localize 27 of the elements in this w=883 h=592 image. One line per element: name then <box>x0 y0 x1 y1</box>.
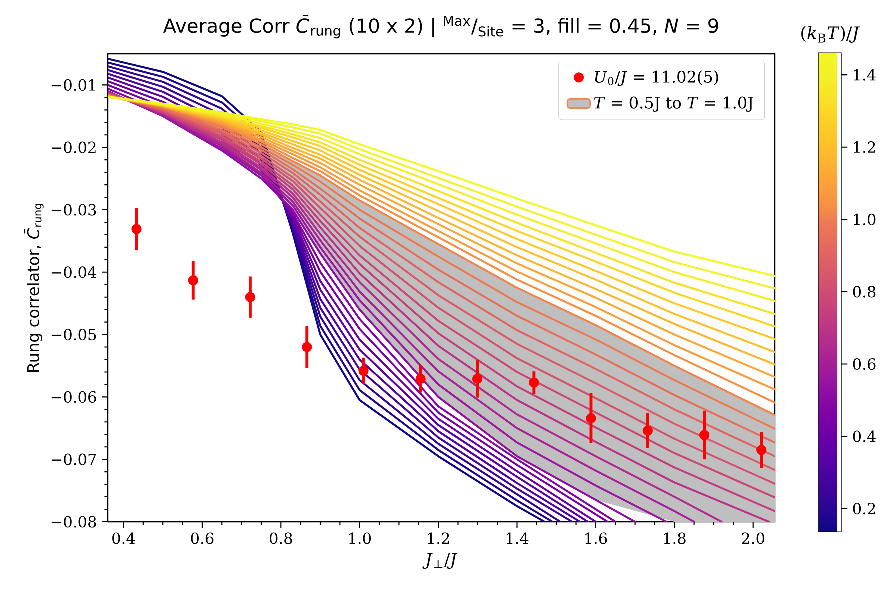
x-tick-label: 1.0 <box>350 532 372 544</box>
y-tick-label: −0.06 <box>52 391 96 403</box>
color-bar-label: 0.8 <box>853 286 876 298</box>
y-tick-label: −0.01 <box>52 79 96 91</box>
color-bar-label: 1.4 <box>854 69 876 81</box>
chart-title: Average Corr C̄$_{rung}$ (10 x 2) | $^{Max}$/$_{Site}$ = 3, fill = 0.45, N = 9 <box>163 15 718 39</box>
y-tick-label: −0.07 <box>52 454 96 466</box>
x-tick-label: 0.8 <box>270 532 292 544</box>
color-bar-label: 0.4 <box>853 430 876 442</box>
y-tick-label: −0.08 <box>52 516 96 528</box>
color-bar-label: 1.0 <box>854 214 876 226</box>
x-tick-label: 1.2 <box>428 532 450 544</box>
color-bar-label: 1.2 <box>854 142 876 154</box>
x-tick-label: 0.4 <box>112 532 136 544</box>
y-tick-label: −0.04 <box>52 266 97 278</box>
color-bar-label: 0.2 <box>853 503 876 515</box>
y-tick-label: −0.05 <box>52 329 96 341</box>
y-axis-title: Rung correlator, C̄$_{rung}$ <box>24 204 44 372</box>
y-tick-label: −0.02 <box>52 142 96 154</box>
x-tick-label: 1.8 <box>664 532 686 544</box>
x-tick-label: 1.6 <box>586 532 608 544</box>
color-bar-label: 0.6 <box>853 358 876 370</box>
legend-label: T = 0.5J to T = 1.0J <box>594 96 754 112</box>
x-tick-label: 1.4 <box>506 532 529 544</box>
x-tick-label: 2.0 <box>742 532 765 544</box>
x-tick-label: 0.6 <box>191 532 214 544</box>
y-tick-label: −0.03 <box>52 204 96 216</box>
